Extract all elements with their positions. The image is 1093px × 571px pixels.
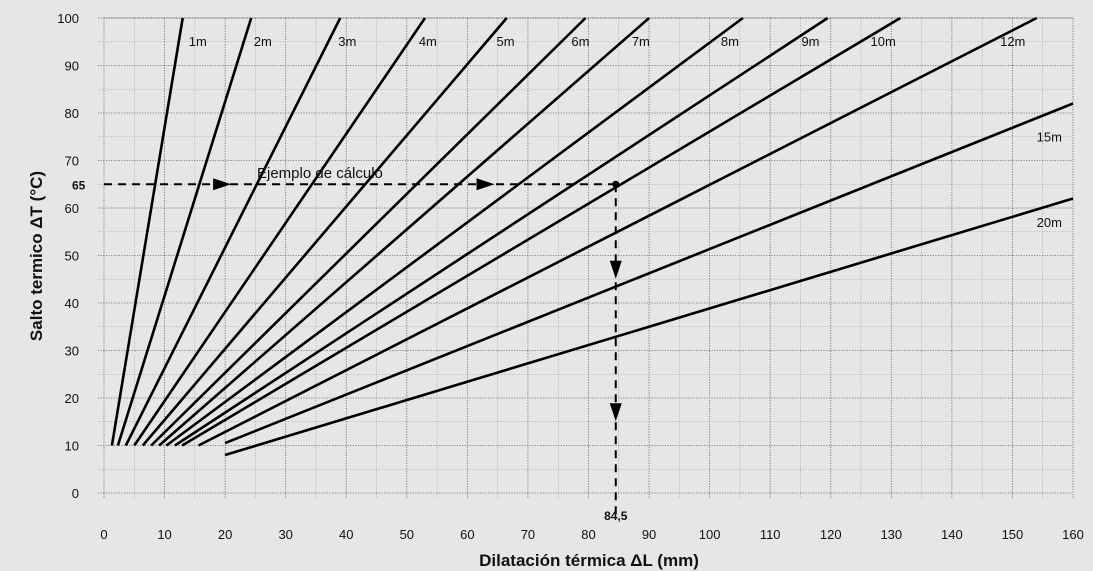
x-tick-label: 160 (1062, 527, 1084, 542)
y-tick-label: 40 (65, 296, 79, 311)
y-tick-label: 80 (65, 106, 79, 121)
series-line-6m (150, 17, 587, 447)
series-label-12m: 12m (1000, 34, 1025, 49)
x-tick-label: 20 (218, 527, 232, 542)
y-axis-title: Salto termico ΔT (°C) (27, 171, 46, 341)
series-labels: 1m 2m 3m 4m 5m 6m 7m 8m 9m 10m 12m 15m 20m (189, 34, 1062, 230)
x-tick-label: 70 (521, 527, 535, 542)
series-label-2m: 2m (254, 34, 272, 49)
series-label-10m: 10m (870, 34, 895, 49)
series-line-8m (165, 16, 744, 447)
x-tick-label: 80 (581, 527, 595, 542)
arrow-right-icon (213, 178, 232, 191)
x-tick-label: 0 (100, 527, 107, 542)
example-annotation: Ejemplo de cálculo 65 84,5 (72, 165, 628, 523)
example-label: Ejemplo de cálculo (257, 165, 383, 182)
series-line-7m (158, 17, 650, 447)
series-line-1m (110, 17, 184, 446)
series-label-7m: 7m (632, 34, 650, 49)
y-tick-label: 50 (65, 249, 79, 264)
axis-ticks: 0 10 20 30 40 50 60 70 80 90 100 110 120 130 140 150 160… (57, 11, 1084, 542)
series-lines (110, 16, 1074, 457)
series-label-20m: 20m (1037, 215, 1062, 230)
series-line-10m (181, 16, 902, 447)
series-label-1m: 1m (189, 34, 207, 49)
series-line-9m (174, 16, 829, 447)
x-axis-title: Dilatación térmica ΔL (mm) (479, 551, 699, 570)
series-line-3m (124, 17, 342, 447)
y-tick-label: 10 (65, 439, 79, 454)
series-label-4m: 4m (419, 34, 437, 49)
series-label-3m: 3m (338, 34, 356, 49)
x-tick-label: 110 (760, 527, 781, 542)
y-tick-label: 60 (65, 201, 79, 216)
series-line-2m (116, 17, 253, 446)
x-tick-label: 40 (339, 527, 353, 542)
series-line-5m (141, 17, 508, 447)
x-tick-label: 30 (278, 527, 292, 542)
x-tick-label: 90 (642, 527, 656, 542)
grid (98, 17, 1074, 499)
y-tick-label: 30 (65, 344, 79, 359)
series-label-9m: 9m (801, 34, 819, 49)
series-label-8m: 8m (721, 34, 739, 49)
series-label-5m: 5m (497, 34, 515, 49)
y-marker-65: 65 (72, 178, 86, 192)
arrow-down-icon (609, 403, 622, 422)
x-tick-label: 100 (699, 527, 721, 542)
y-tick-label: 20 (65, 391, 79, 406)
x-tick-label: 50 (400, 527, 414, 542)
x-tick-label: 10 (157, 527, 171, 542)
x-tick-label: 130 (880, 527, 902, 542)
y-tick-label: 100 (57, 11, 79, 26)
series-line-15m (224, 102, 1074, 445)
series-label-6m: 6m (571, 34, 589, 49)
example-point (612, 180, 620, 188)
series-line-20m (224, 197, 1074, 457)
x-tick-label: 120 (820, 527, 842, 542)
arrow-down-icon (609, 260, 622, 279)
y-tick-label: 90 (65, 59, 79, 74)
series-line-12m (197, 16, 1038, 447)
series-line-4m (133, 17, 427, 447)
x-tick-label: 140 (941, 527, 963, 542)
series-label-15m: 15m (1037, 130, 1062, 145)
x-tick-label: 150 (1002, 527, 1024, 542)
y-tick-label: 0 (72, 486, 79, 501)
y-tick-label: 70 (65, 154, 79, 169)
x-marker-84-5: 84,5 (604, 509, 628, 523)
arrow-right-icon (476, 178, 495, 191)
x-tick-label: 60 (460, 527, 474, 542)
